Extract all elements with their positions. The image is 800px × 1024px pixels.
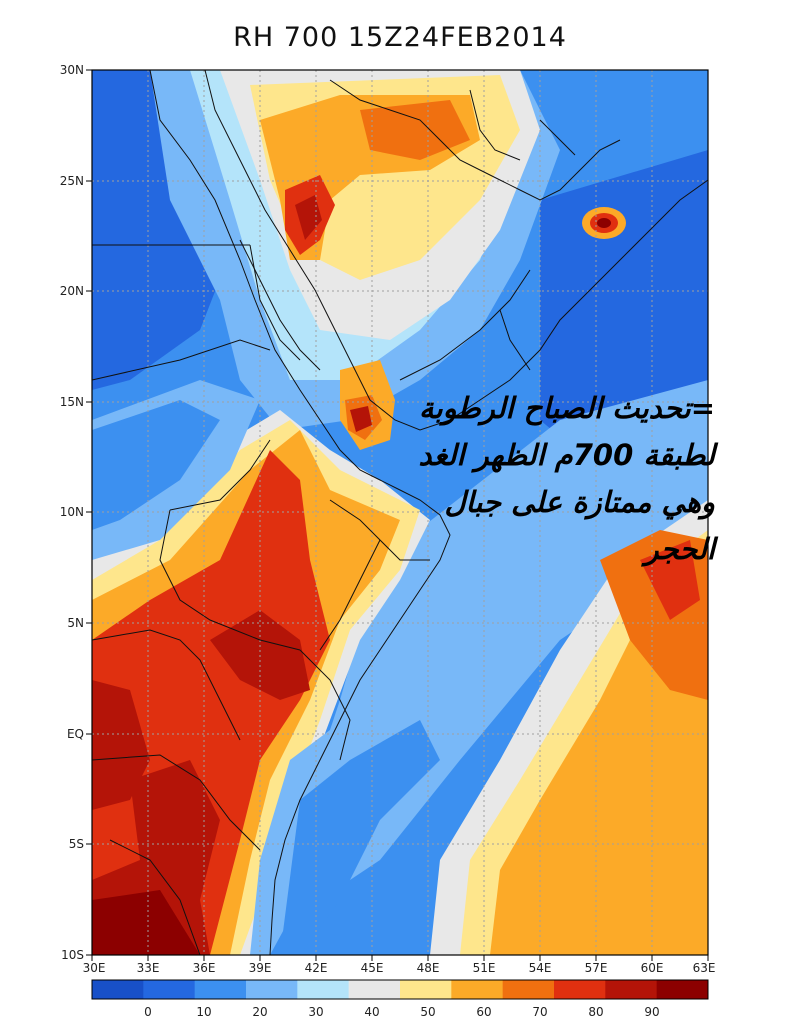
lon-label: 30E bbox=[83, 961, 106, 975]
colorbar-swatch bbox=[400, 980, 452, 999]
annotation-line: وهي ممتازة على جبال bbox=[444, 485, 715, 519]
colorbar-label: 50 bbox=[420, 1005, 435, 1019]
lon-label: 57E bbox=[585, 961, 608, 975]
lat-label: 10N bbox=[60, 505, 84, 519]
field-midblue-coast bbox=[280, 720, 440, 955]
lon-label: 51E bbox=[473, 961, 496, 975]
lon-label: 45E bbox=[361, 961, 384, 975]
colorbar-swatch bbox=[554, 980, 606, 999]
lat-label: EQ bbox=[67, 727, 84, 741]
colorbar-swatch bbox=[92, 980, 144, 999]
lat-label: 25N bbox=[60, 174, 84, 188]
colorbar-swatch bbox=[297, 980, 350, 999]
field-orange-gulf bbox=[360, 100, 470, 160]
lat-label: 5N bbox=[67, 616, 84, 630]
colorbar-label: 20 bbox=[252, 1005, 267, 1019]
lon-label: 33E bbox=[137, 961, 160, 975]
colorbar-labels: 0 10 20 30 40 50 60 70 80 90 bbox=[144, 1005, 659, 1019]
field-yemen-darkred bbox=[350, 406, 372, 432]
lon-label: 42E bbox=[305, 961, 328, 975]
colorbar-swatch bbox=[502, 980, 555, 999]
lat-labels: 30N 25N 20N 15N 10N 5N EQ 5S 10S bbox=[60, 63, 84, 962]
field-dry-arabian-sea bbox=[540, 150, 708, 470]
colorbar-swatch bbox=[246, 980, 298, 999]
colorbar-label: 40 bbox=[364, 1005, 379, 1019]
colorbar-frame bbox=[91, 979, 709, 1000]
colorbar-label: 30 bbox=[308, 1005, 323, 1019]
lon-label: 54E bbox=[529, 961, 552, 975]
lon-label: 39E bbox=[249, 961, 272, 975]
annotation-line: =تحديث الصباح الرطوبة bbox=[419, 391, 715, 425]
annotation-line: الحجر bbox=[644, 532, 715, 566]
lat-label: 10S bbox=[61, 948, 84, 962]
lon-label: 60E bbox=[641, 961, 664, 975]
lon-ticks bbox=[91, 955, 709, 961]
colorbar: 0 10 20 30 40 50 60 70 80 90 bbox=[91, 979, 709, 1019]
annotation-text: =تحديث الصباح الرطوبة لطبقة 700م الظهر ا… bbox=[395, 385, 715, 573]
colorbar-label: 0 bbox=[144, 1005, 152, 1019]
field-darkred-africa-west bbox=[92, 680, 150, 810]
lat-label: 5S bbox=[69, 837, 84, 851]
annotation-line: لطبقة 700م الظهر الغد bbox=[418, 438, 715, 472]
lon-label: 48E bbox=[417, 961, 440, 975]
colorbar-swatch bbox=[348, 980, 401, 999]
lat-label: 20N bbox=[60, 284, 84, 298]
colorbar-swatch bbox=[194, 980, 247, 999]
lat-label: 15N bbox=[60, 395, 84, 409]
colorbar-label: 70 bbox=[532, 1005, 547, 1019]
field-oman-darkred bbox=[597, 218, 611, 228]
coastlines bbox=[92, 70, 708, 955]
field-blue-sudan bbox=[92, 400, 220, 530]
colorbar-swatch bbox=[143, 980, 196, 999]
colorbar-label: 60 bbox=[476, 1005, 491, 1019]
humidity-field bbox=[92, 70, 708, 955]
colorbar-label: 90 bbox=[644, 1005, 659, 1019]
colorbar-swatch bbox=[451, 980, 504, 999]
lon-labels: 30E 33E 36E 39E 42E 45E 48E 51E 54E 57E … bbox=[83, 961, 716, 975]
colorbar-swatch bbox=[605, 980, 658, 999]
colorbar-swatch bbox=[656, 980, 709, 999]
field-darkest-africa bbox=[92, 890, 200, 955]
map-title: RH 700 15Z24FEB2014 bbox=[233, 22, 567, 53]
lat-ticks bbox=[86, 69, 92, 956]
lon-label: 63E bbox=[693, 961, 716, 975]
lat-label: 30N bbox=[60, 63, 84, 77]
colorbar-label: 80 bbox=[588, 1005, 603, 1019]
colorbar-swatches bbox=[92, 980, 709, 999]
lon-label: 36E bbox=[193, 961, 216, 975]
colorbar-label: 10 bbox=[196, 1005, 211, 1019]
field-darkred-north bbox=[295, 195, 322, 240]
field-darkred-southeast bbox=[640, 540, 700, 620]
